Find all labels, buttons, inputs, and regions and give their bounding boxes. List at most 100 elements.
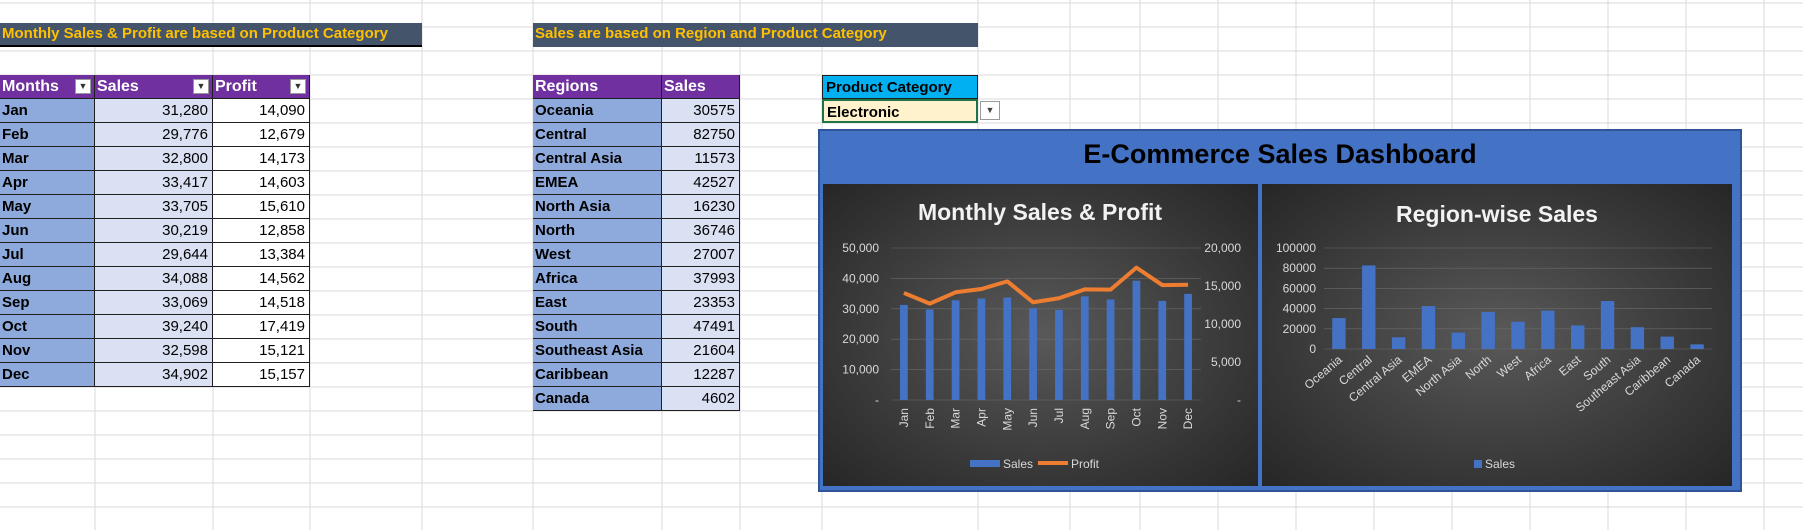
column-header-profit[interactable]: Profit ▼ <box>213 75 310 99</box>
monthly-chart-panel[interactable]: Monthly Sales & Profit - 10,000 20,000 30,00… <box>823 184 1258 486</box>
y-tick-label: 20000 <box>1283 322 1317 336</box>
filter-dropdown-icon[interactable]: ▼ <box>290 79 306 94</box>
region-sales-cell: 27007 <box>662 243 740 267</box>
column-header-months[interactable]: Months ▼ <box>0 75 95 99</box>
region-sales-bar <box>1332 318 1346 349</box>
region-cell: South <box>533 315 662 339</box>
sales-bar <box>1029 308 1037 400</box>
month-cell: Jun <box>0 219 95 243</box>
sales-cell: 32,800 <box>95 147 213 171</box>
x-tick-label: Feb <box>923 408 937 429</box>
profit-cell: 15,610 <box>213 195 310 219</box>
x-tick-label: Jul <box>1052 408 1066 423</box>
y-tick-label: 20,000 <box>842 332 879 346</box>
region-sales-bar <box>1421 306 1436 349</box>
profit-cell: 14,518 <box>213 291 310 315</box>
region-cell: East <box>533 291 662 315</box>
profit-cell: 17,419 <box>213 315 310 339</box>
column-header-regions: Regions <box>533 75 662 99</box>
y-tick-label: - <box>875 393 879 407</box>
month-cell: Mar <box>0 147 95 171</box>
y2-tick-label: 20,000 <box>1204 241 1241 255</box>
region-sales-bar <box>1570 325 1585 349</box>
monthly-sales-profit-chart: Monthly Sales & Profit - 10,000 20,000 30,00… <box>842 199 1241 471</box>
sales-bar <box>1003 297 1012 400</box>
x-tick-label: Mar <box>949 408 963 429</box>
product-category-dropdown-button[interactable]: ▼ <box>980 101 1000 120</box>
legend-label-sales: Sales <box>1485 457 1515 471</box>
x-tick-label: Sep <box>1104 408 1118 430</box>
sales-bar <box>1158 300 1167 400</box>
region-cell: EMEA <box>533 171 662 195</box>
chevron-down-icon: ▼ <box>985 105 995 115</box>
profit-cell: 12,858 <box>213 219 310 243</box>
sales-cell: 39,240 <box>95 315 213 339</box>
month-cell: Aug <box>0 267 95 291</box>
x-tick-label: Africa <box>1521 352 1554 383</box>
y-tick-label: 50,000 <box>842 241 879 255</box>
x-tick-label: Jan <box>897 408 911 427</box>
region-cell: Africa <box>533 267 662 291</box>
region-cell: North Asia <box>533 195 662 219</box>
chart-title: Region-wise Sales <box>1396 201 1598 227</box>
sales-cell: 33,417 <box>95 171 213 195</box>
profit-cell: 14,562 <box>213 267 310 291</box>
region-sales-bar <box>1600 301 1615 349</box>
region-sales-cell: 36746 <box>662 219 740 243</box>
month-cell: Jul <box>0 243 95 267</box>
sales-cell: 30,219 <box>95 219 213 243</box>
profit-cell: 12,679 <box>213 123 310 147</box>
legend-label-profit: Profit <box>1071 457 1100 471</box>
region-sales-cell: 82750 <box>662 123 740 147</box>
sales-cell: 34,088 <box>95 267 213 291</box>
legend-swatch-sales <box>970 460 1000 467</box>
region-chart-panel[interactable]: Region-wise Sales 0 20000 40000 60000 80000 10… <box>1262 184 1732 486</box>
region-sales-cell: 12287 <box>662 363 740 387</box>
product-category-header: Product Category <box>822 75 978 99</box>
x-tick-label: East <box>1556 352 1584 379</box>
product-category-cell[interactable]: Electronic <box>822 99 978 123</box>
legend-label-sales: Sales <box>1003 457 1033 471</box>
region-sales-bar <box>1391 337 1406 349</box>
month-cell: Feb <box>0 123 95 147</box>
sales-bar <box>1055 309 1063 400</box>
sales-bar <box>925 309 934 400</box>
x-tick-label: North <box>1463 353 1494 383</box>
profit-cell: 14,090 <box>213 99 310 123</box>
y-tick-label: 100000 <box>1276 241 1316 255</box>
x-tick-label: Nov <box>1155 408 1169 429</box>
region-sales-bar <box>1362 265 1376 349</box>
x-tick-label: Oct <box>1129 407 1143 426</box>
column-header-sales: Sales <box>662 75 740 99</box>
region-sales-chart: Region-wise Sales 0 20000 40000 60000 80000 10… <box>1276 201 1712 471</box>
column-header-sales[interactable]: Sales ▼ <box>95 75 213 99</box>
month-cell: Apr <box>0 171 95 195</box>
region-sales-bar <box>1511 321 1525 349</box>
x-tick-label: May <box>1000 408 1014 431</box>
sales-cell: 32,598 <box>95 339 213 363</box>
sales-cell: 33,069 <box>95 291 213 315</box>
region-cell: Oceania <box>533 99 662 123</box>
sales-bar <box>977 298 986 400</box>
y-tick-label: 30,000 <box>842 302 879 316</box>
region-sales-cell: 23353 <box>662 291 740 315</box>
region-cell: Caribbean <box>533 363 662 387</box>
x-tick-label: Jun <box>1026 408 1040 427</box>
dashboard-container: E-Commerce Sales Dashboard Monthly Sales… <box>818 129 1742 492</box>
profit-cell: 15,157 <box>213 363 310 387</box>
region-sales-cell: 37993 <box>662 267 740 291</box>
region-sales-cell: 16230 <box>662 195 740 219</box>
filter-dropdown-icon[interactable]: ▼ <box>193 79 209 94</box>
sales-bar <box>1080 296 1089 400</box>
profit-cell: 14,173 <box>213 147 310 171</box>
filter-dropdown-icon[interactable]: ▼ <box>75 79 91 94</box>
month-cell: Nov <box>0 339 95 363</box>
region-cell: Southeast Asia <box>533 339 662 363</box>
region-sales-bar <box>1630 327 1645 349</box>
y2-tick-label: 15,000 <box>1204 279 1241 293</box>
region-cell: West <box>533 243 662 267</box>
x-tick-label: West <box>1494 352 1524 381</box>
region-sales-cell: 21604 <box>662 339 740 363</box>
y-tick-label: 0 <box>1309 342 1316 356</box>
sales-cell: 31,280 <box>95 99 213 123</box>
